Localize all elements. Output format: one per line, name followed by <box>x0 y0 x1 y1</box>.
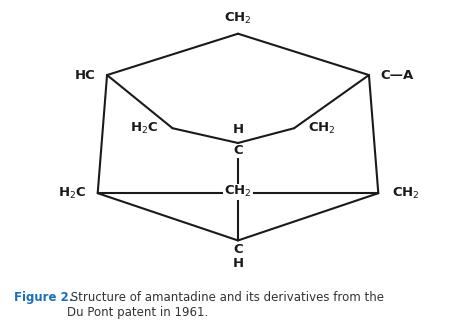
Text: C: C <box>233 243 243 256</box>
Text: CH$_2$: CH$_2$ <box>308 121 336 136</box>
Text: Structure of amantadine and its derivatives from the
Du Pont patent in 1961.: Structure of amantadine and its derivati… <box>67 291 384 319</box>
Text: C: C <box>233 145 243 157</box>
Text: CH$_2$: CH$_2$ <box>224 11 252 26</box>
Text: H$_2$C: H$_2$C <box>58 186 86 201</box>
Text: H$_2$C: H$_2$C <box>130 121 159 136</box>
Text: CH$_2$: CH$_2$ <box>224 184 252 199</box>
Text: CH$_2$: CH$_2$ <box>392 186 420 201</box>
Text: HC: HC <box>75 69 95 81</box>
Text: Figure 2.: Figure 2. <box>13 291 73 304</box>
Text: C—A: C—A <box>381 69 414 81</box>
Text: H: H <box>232 257 244 270</box>
Text: H: H <box>232 124 244 137</box>
